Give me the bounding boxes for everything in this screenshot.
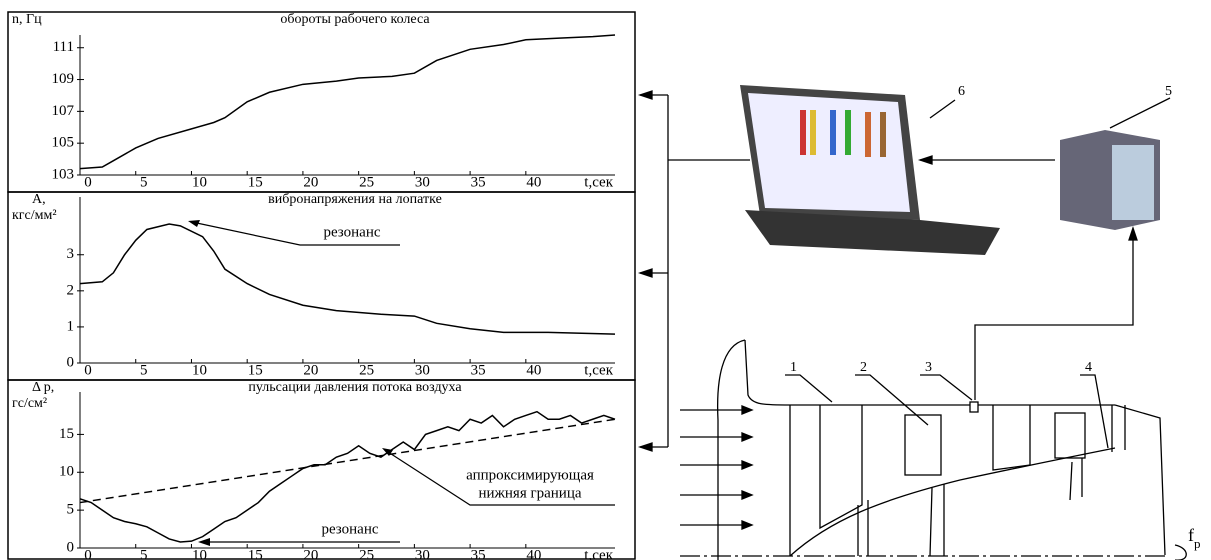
- y-tick-label: 10: [59, 464, 74, 480]
- annotation-arrow-head: [382, 448, 393, 456]
- x-tick-label: 10: [192, 362, 207, 378]
- annotation: нижняя граница: [478, 485, 581, 501]
- x-axis-label: t,сек: [584, 547, 613, 560]
- x-tick-label: 30: [415, 547, 430, 560]
- x-tick-label: 25: [359, 362, 374, 378]
- part-label: 3: [925, 360, 932, 375]
- x-tick-label: 35: [471, 174, 486, 190]
- x-tick-label: 5: [140, 174, 148, 190]
- annotation-arrow-head: [188, 220, 200, 227]
- data-line: [79, 223, 616, 335]
- y-tick-label: 1: [67, 318, 75, 334]
- x-tick-label: 10: [192, 547, 207, 560]
- x-tick-label: 20: [303, 362, 318, 378]
- y-tick-label: 103: [52, 166, 75, 182]
- annotation: резонанс: [321, 521, 378, 537]
- flow-label: fp: [1188, 525, 1201, 551]
- y-tick-label: 109: [52, 71, 75, 87]
- y-axis-label: Δ p,: [32, 380, 54, 395]
- x-tick-label: 25: [359, 547, 374, 560]
- panel-frame: [7, 379, 636, 560]
- part-label: 5: [1165, 84, 1172, 99]
- y-tick-label: 0: [67, 539, 75, 555]
- x-tick-label: 25: [359, 174, 374, 190]
- y-tick-label: 2: [67, 282, 75, 298]
- y-axis-label: n, Гц: [12, 12, 42, 27]
- x-tick-label: 35: [471, 547, 486, 560]
- flow-label-sub: p: [1194, 536, 1201, 551]
- y-axis-label: A,: [32, 192, 46, 207]
- x-tick-label: 0: [84, 547, 92, 560]
- chart-title: обороты рабочего колеса: [280, 12, 430, 27]
- annotation-arrow: [384, 449, 615, 506]
- y-tick-label: 0: [67, 354, 75, 370]
- x-tick-label: 30: [415, 174, 430, 190]
- y-axis-label: гс/см²: [12, 396, 47, 411]
- connections: [637, 90, 1138, 452]
- x-tick-label: 0: [84, 174, 92, 190]
- part-label: 2: [860, 360, 867, 375]
- x-tick-label: 15: [248, 362, 263, 378]
- x-tick-label: 40: [526, 547, 541, 560]
- x-axis-label: t,сек: [584, 174, 613, 190]
- part-label: 4: [1085, 360, 1092, 375]
- y-tick-label: 105: [52, 135, 75, 151]
- annotation-arrow-head: [198, 538, 210, 546]
- turbine: [680, 339, 1187, 560]
- panel-frame: [7, 191, 636, 381]
- x-tick-label: 35: [471, 362, 486, 378]
- data-line: [79, 34, 616, 170]
- annotation-arrow: [191, 221, 400, 246]
- x-tick-label: 15: [248, 547, 263, 560]
- x-tick-label: 30: [415, 362, 430, 378]
- y-axis-label: кгс/мм²: [12, 208, 57, 223]
- x-tick-label: 20: [303, 547, 318, 560]
- x-tick-label: 40: [526, 362, 541, 378]
- x-tick-label: 5: [140, 547, 148, 560]
- flow-label-main: f: [1188, 525, 1194, 545]
- part-label: 1: [790, 360, 797, 375]
- x-tick-label: 20: [303, 174, 318, 190]
- x-tick-label: 40: [526, 174, 541, 190]
- x-axis-label: t,сек: [584, 362, 613, 378]
- x-tick-label: 15: [248, 174, 263, 190]
- data-line: [79, 410, 616, 543]
- y-tick-label: 5: [67, 502, 75, 518]
- y-tick-label: 107: [52, 103, 75, 119]
- laptop: [740, 85, 1000, 255]
- y-tick-label: 3: [67, 246, 75, 262]
- device: [1060, 97, 1171, 230]
- x-tick-label: 0: [84, 362, 92, 378]
- annotation: аппроксимирующая: [466, 467, 594, 483]
- annotation: резонанс: [323, 224, 380, 240]
- x-tick-label: 10: [192, 174, 207, 190]
- y-tick-label: 15: [59, 426, 74, 442]
- part-label: 6: [958, 84, 965, 99]
- x-tick-label: 5: [140, 362, 148, 378]
- chart-title: вибронапряжения на лопатке: [268, 192, 442, 207]
- y-tick-label: 111: [53, 39, 74, 55]
- chart-title: пульсации давления потока воздуха: [248, 380, 462, 395]
